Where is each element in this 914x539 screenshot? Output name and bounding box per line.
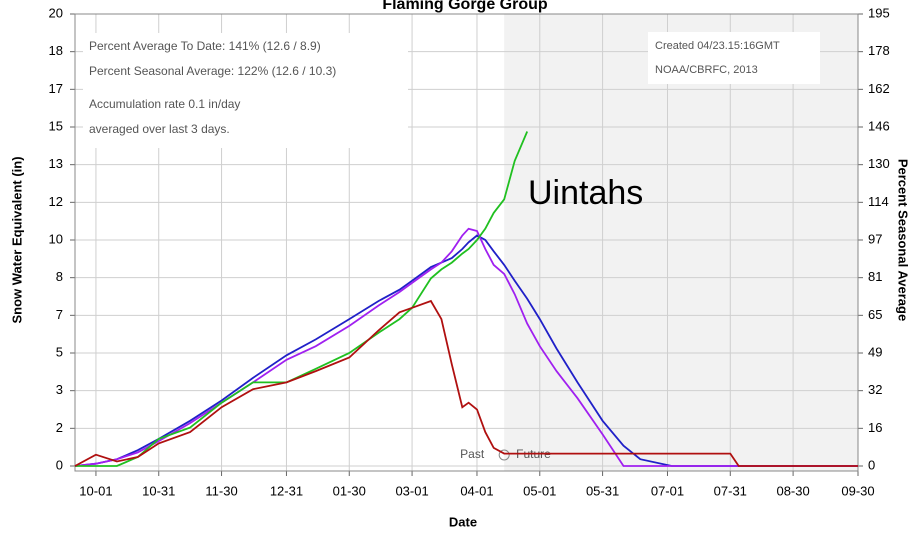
y-tick-label: 7 bbox=[56, 307, 63, 322]
y-tick-label: 2 bbox=[56, 420, 63, 435]
future-layer bbox=[504, 14, 858, 471]
plot-frame bbox=[74, 13, 859, 472]
x-tick-label: 04-01 bbox=[460, 483, 493, 498]
y-tick-label: 0 bbox=[56, 457, 63, 472]
y-tick-label: 3 bbox=[56, 382, 63, 397]
y-tick-label: 5 bbox=[56, 344, 63, 359]
y2-tick-label: 65 bbox=[868, 307, 882, 322]
x-axis-label: Date bbox=[449, 514, 477, 529]
x-tick-label: 08-30 bbox=[776, 483, 809, 498]
grid-layer bbox=[75, 13, 859, 471]
y2-tick-label: 49 bbox=[868, 344, 882, 359]
y2-tick-label: 81 bbox=[868, 269, 882, 284]
x-tick-label: 10-01 bbox=[79, 483, 112, 498]
y2-tick-label: 146 bbox=[868, 118, 890, 133]
x-tick-label: 05-31 bbox=[586, 483, 619, 498]
y2-tick-label: 162 bbox=[868, 81, 890, 96]
y-tick-label: 8 bbox=[56, 269, 63, 284]
today-marker bbox=[498, 449, 510, 461]
y-tick-label: 15 bbox=[49, 118, 63, 133]
series-line bbox=[74, 234, 858, 467]
y-axis-label: Snow Water Equivalent (in) bbox=[9, 156, 24, 323]
y-tick-label: 13 bbox=[49, 156, 63, 171]
x-tick-label: 07-31 bbox=[714, 483, 747, 498]
y2-tick-label: 16 bbox=[868, 420, 882, 435]
annotation: Percent Seasonal Average: 122% (12.6 / 1… bbox=[89, 64, 336, 78]
future-region bbox=[504, 14, 858, 471]
y2-tick-label: 130 bbox=[868, 156, 890, 171]
series-line bbox=[74, 299, 858, 467]
x-tick-label: 10-31 bbox=[142, 483, 175, 498]
y2-tick-label: 178 bbox=[868, 43, 890, 58]
annotation: Percent Average To Date: 141% (12.6 / 8.… bbox=[89, 39, 321, 53]
chart-title: Flaming Gorge Group bbox=[382, 0, 548, 13]
y-tick-label: 10 bbox=[49, 231, 63, 246]
x-tick-label: 03-01 bbox=[395, 483, 428, 498]
y2-tick-label: 195 bbox=[868, 5, 890, 20]
past-label: Past bbox=[460, 447, 485, 461]
credit-box bbox=[648, 32, 820, 84]
info-box bbox=[83, 33, 408, 148]
y-tick-label: 18 bbox=[49, 43, 63, 58]
y2-tick-label: 32 bbox=[868, 382, 882, 397]
x-tick-label: 11-30 bbox=[205, 483, 237, 498]
annotation: Created 04/23.15:16GMT bbox=[655, 40, 780, 52]
annotation: Accumulation rate 0.1 in/day bbox=[89, 97, 240, 111]
annotation: NOAA/CBRFC, 2013 bbox=[655, 64, 758, 76]
x-tick-label: 01-30 bbox=[333, 483, 366, 498]
x-tick-label: 09-30 bbox=[841, 483, 874, 498]
y2-tick-label: 114 bbox=[868, 194, 889, 209]
annotation: averaged over last 3 days. bbox=[89, 122, 230, 136]
x-tick-label: 05-01 bbox=[523, 483, 556, 498]
y-tick-label: 17 bbox=[49, 81, 63, 96]
y2-tick-label: 97 bbox=[868, 231, 882, 246]
x-tick-label: 12-31 bbox=[270, 483, 303, 498]
series-line bbox=[75, 131, 529, 467]
y2-tick-label: 0 bbox=[868, 457, 875, 472]
y-tick-label: 20 bbox=[49, 5, 63, 20]
x-tick-label: 07-01 bbox=[651, 483, 684, 498]
y-tick-label: 12 bbox=[49, 194, 63, 209]
y2-axis-label: Percent Seasonal Average bbox=[896, 159, 911, 321]
region-label: Uintahs bbox=[528, 174, 643, 212]
